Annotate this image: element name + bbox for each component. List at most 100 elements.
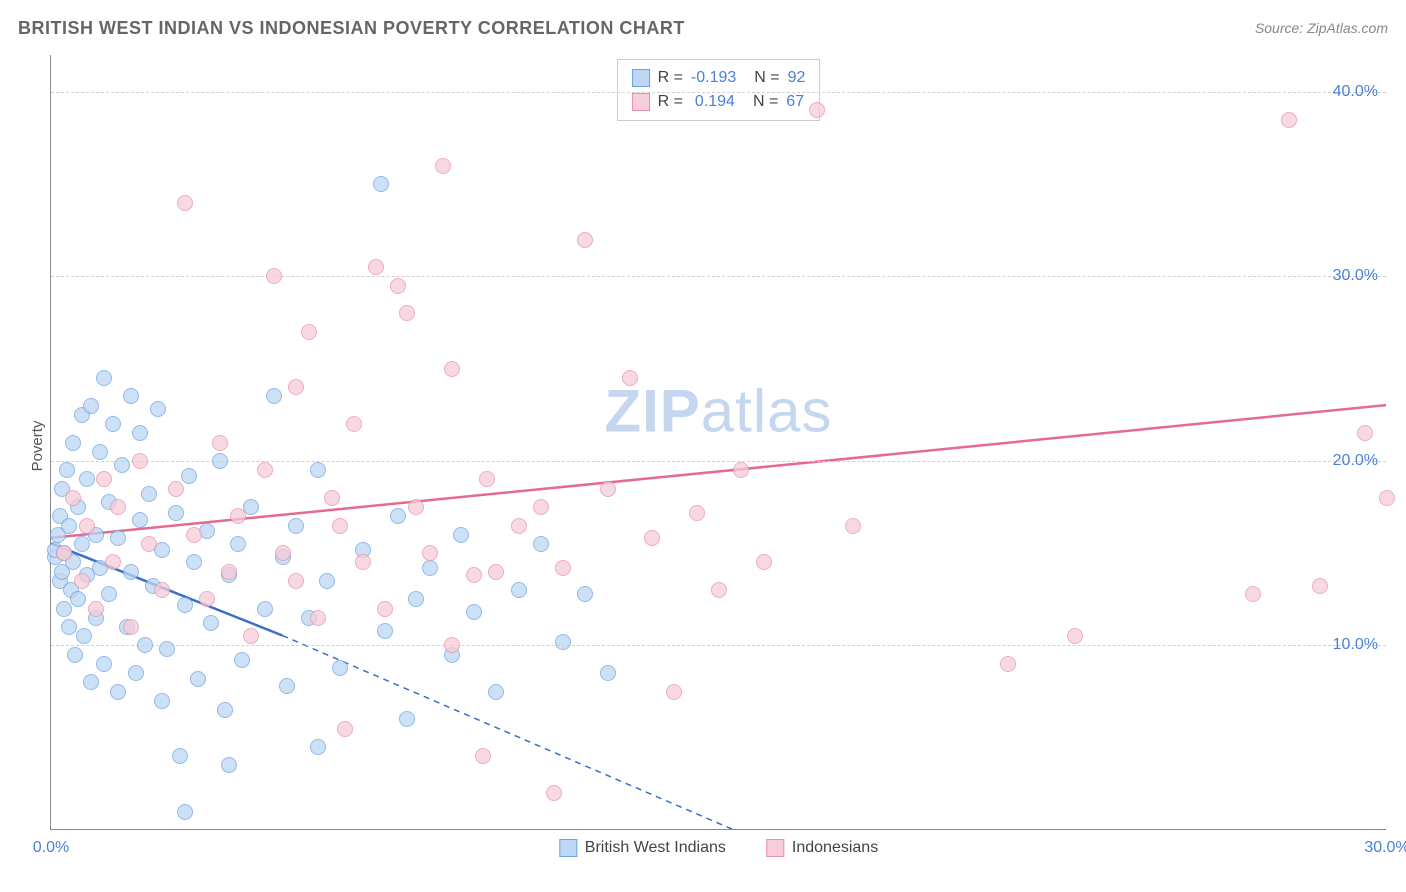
scatter-point-indonesians	[577, 232, 593, 248]
swatch-series-1	[632, 93, 650, 111]
scatter-point-indonesians	[756, 554, 772, 570]
scatter-point-british_west_indians	[83, 398, 99, 414]
scatter-point-british_west_indians	[67, 647, 83, 663]
scatter-point-indonesians	[154, 582, 170, 598]
scatter-point-indonesians	[444, 361, 460, 377]
scatter-point-british_west_indians	[76, 628, 92, 644]
gridline	[51, 461, 1386, 462]
chart-header: BRITISH WEST INDIAN VS INDONESIAN POVERT…	[18, 18, 1388, 48]
scatter-point-indonesians	[644, 530, 660, 546]
scatter-point-indonesians	[666, 684, 682, 700]
scatter-point-indonesians	[310, 610, 326, 626]
scatter-point-indonesians	[288, 573, 304, 589]
scatter-point-british_west_indians	[92, 444, 108, 460]
scatter-point-indonesians	[1281, 112, 1297, 128]
scatter-point-indonesians	[479, 471, 495, 487]
scatter-point-indonesians	[488, 564, 504, 580]
scatter-point-british_west_indians	[390, 508, 406, 524]
scatter-point-british_west_indians	[243, 499, 259, 515]
scatter-point-british_west_indians	[234, 652, 250, 668]
scatter-point-british_west_indians	[373, 176, 389, 192]
n-value-0: 92	[788, 66, 806, 90]
plot-area: ZIPatlas R = -0.193 N = 92 R = 0.194 N =…	[50, 55, 1386, 830]
scatter-point-indonesians	[711, 582, 727, 598]
scatter-point-british_west_indians	[154, 693, 170, 709]
xtick-label: 0.0%	[33, 839, 69, 857]
scatter-point-british_west_indians	[123, 564, 139, 580]
scatter-point-indonesians	[444, 637, 460, 653]
r-value-1: 0.194	[695, 90, 735, 114]
scatter-point-british_west_indians	[466, 604, 482, 620]
watermark: ZIPatlas	[604, 377, 832, 446]
scatter-point-british_west_indians	[70, 591, 86, 607]
scatter-point-indonesians	[96, 471, 112, 487]
scatter-point-british_west_indians	[310, 462, 326, 478]
scatter-point-indonesians	[266, 268, 282, 284]
scatter-point-indonesians	[1357, 425, 1373, 441]
scatter-point-british_west_indians	[168, 505, 184, 521]
scatter-point-british_west_indians	[186, 554, 202, 570]
ytick-label: 20.0%	[1333, 452, 1378, 470]
xtick-label: 30.0%	[1364, 839, 1406, 857]
scatter-point-indonesians	[337, 721, 353, 737]
scatter-point-british_west_indians	[132, 425, 148, 441]
scatter-point-indonesians	[1379, 490, 1395, 506]
scatter-point-british_west_indians	[79, 471, 95, 487]
scatter-point-british_west_indians	[555, 634, 571, 650]
r-label-1: R =	[658, 90, 683, 114]
scatter-point-indonesians	[466, 567, 482, 583]
scatter-point-british_west_indians	[105, 416, 121, 432]
scatter-point-indonesians	[221, 564, 237, 580]
legend-item-1: Indonesians	[766, 839, 878, 857]
scatter-point-indonesians	[346, 416, 362, 432]
swatch-series-0	[632, 69, 650, 87]
gridline	[51, 92, 1386, 93]
scatter-point-indonesians	[377, 601, 393, 617]
correlation-legend: R = -0.193 N = 92 R = 0.194 N = 67	[617, 59, 821, 121]
scatter-point-indonesians	[845, 518, 861, 534]
scatter-point-british_west_indians	[310, 739, 326, 755]
scatter-point-indonesians	[332, 518, 348, 534]
ytick-label: 40.0%	[1333, 83, 1378, 101]
scatter-point-british_west_indians	[453, 527, 469, 543]
scatter-point-british_west_indians	[172, 748, 188, 764]
scatter-point-indonesians	[622, 370, 638, 386]
scatter-point-indonesians	[435, 158, 451, 174]
scatter-point-indonesians	[1245, 586, 1261, 602]
watermark-light: atlas	[701, 378, 833, 445]
scatter-point-indonesians	[1312, 578, 1328, 594]
scatter-point-indonesians	[390, 278, 406, 294]
scatter-point-british_west_indians	[408, 591, 424, 607]
chart-container: BRITISH WEST INDIAN VS INDONESIAN POVERT…	[0, 0, 1406, 892]
scatter-point-british_west_indians	[257, 601, 273, 617]
y-axis-label: Poverty	[29, 421, 46, 472]
scatter-point-british_west_indians	[332, 660, 348, 676]
scatter-point-indonesians	[324, 490, 340, 506]
scatter-point-british_west_indians	[177, 804, 193, 820]
scatter-point-indonesians	[1000, 656, 1016, 672]
n-label-0: N =	[754, 66, 779, 90]
scatter-point-british_west_indians	[83, 674, 99, 690]
scatter-point-british_west_indians	[181, 468, 197, 484]
scatter-point-indonesians	[533, 499, 549, 515]
scatter-point-british_west_indians	[123, 388, 139, 404]
scatter-point-british_west_indians	[96, 656, 112, 672]
scatter-point-indonesians	[600, 481, 616, 497]
scatter-point-indonesians	[408, 499, 424, 515]
trend-lines	[51, 55, 1386, 829]
correlation-row-1: R = 0.194 N = 67	[632, 90, 806, 114]
scatter-point-indonesians	[422, 545, 438, 561]
scatter-point-british_west_indians	[600, 665, 616, 681]
ytick-label: 30.0%	[1333, 267, 1378, 285]
scatter-point-indonesians	[243, 628, 259, 644]
series-legend: British West Indians Indonesians	[559, 839, 878, 857]
scatter-point-indonesians	[355, 554, 371, 570]
scatter-point-indonesians	[79, 518, 95, 534]
scatter-point-indonesians	[186, 527, 202, 543]
scatter-point-british_west_indians	[217, 702, 233, 718]
scatter-point-british_west_indians	[422, 560, 438, 576]
scatter-point-indonesians	[56, 545, 72, 561]
scatter-point-indonesians	[809, 102, 825, 118]
scatter-point-indonesians	[546, 785, 562, 801]
legend-label-0: British West Indians	[585, 839, 726, 857]
